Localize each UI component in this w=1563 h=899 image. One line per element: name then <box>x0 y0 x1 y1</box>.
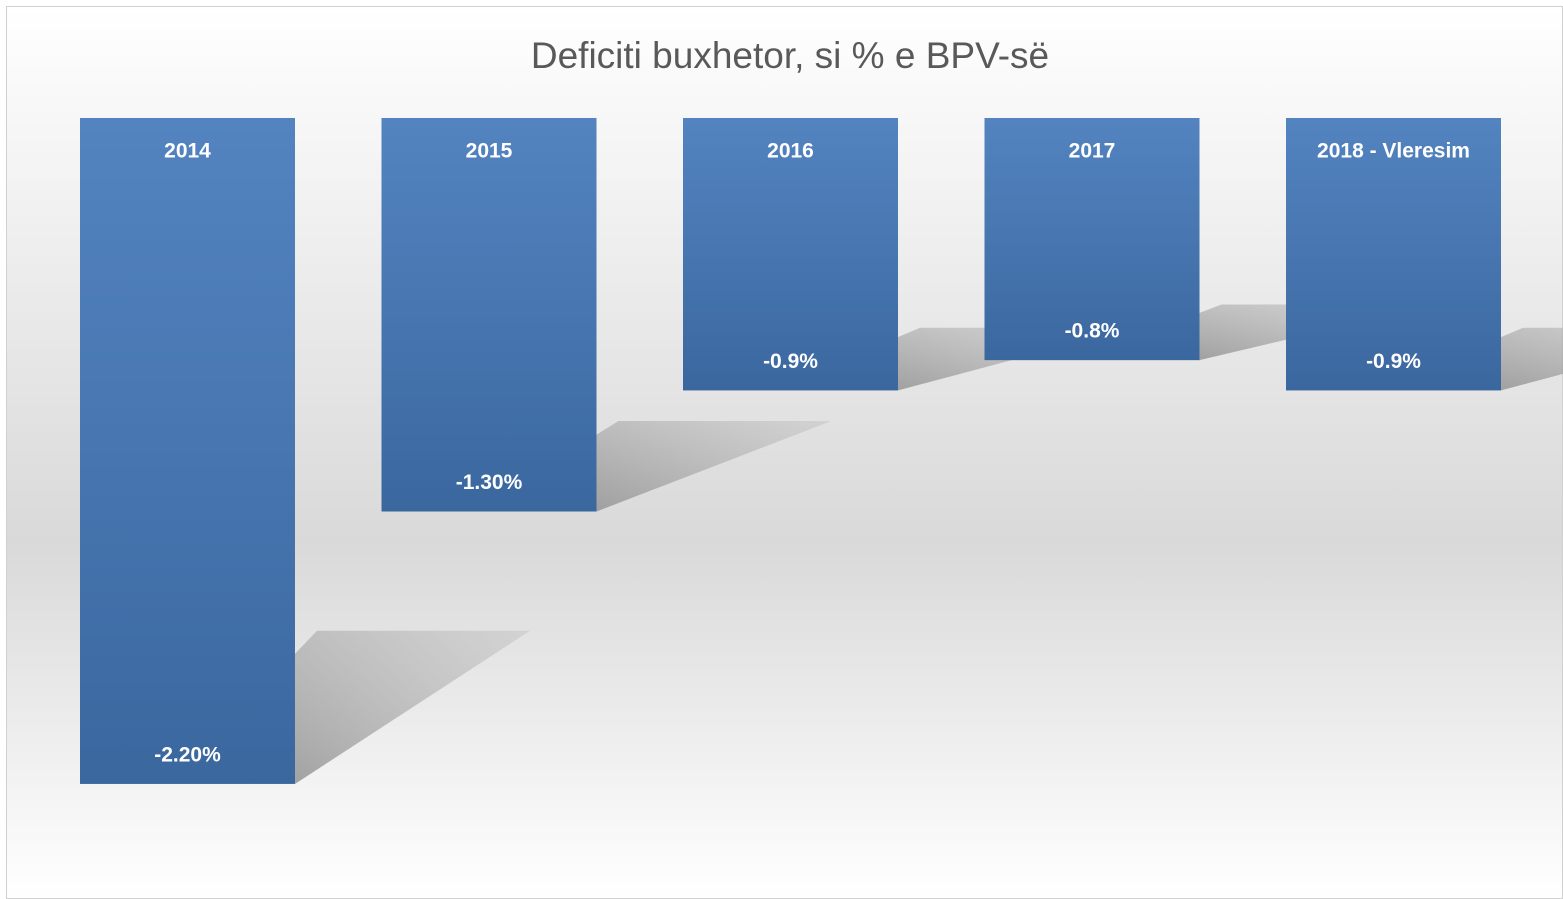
bar <box>80 118 295 784</box>
bar <box>1286 118 1501 391</box>
value-label: -1.30% <box>456 471 523 494</box>
bar <box>683 118 898 391</box>
category-label: 2016 <box>767 140 814 163</box>
value-label: -0.9% <box>763 350 818 373</box>
value-label: -2.20% <box>154 743 221 766</box>
category-label: 2014 <box>164 140 211 163</box>
bar-shadow <box>596 421 832 512</box>
category-label: 2018 - Vleresim <box>1317 140 1470 163</box>
chart-title: Deficiti buxhetor, si % e BPV-së <box>531 35 1049 76</box>
bar-shadow <box>1501 327 1563 391</box>
category-label: 2015 <box>466 140 513 163</box>
category-label: 2017 <box>1069 140 1116 163</box>
value-label: -0.9% <box>1366 350 1421 373</box>
bar-shadow <box>295 630 530 784</box>
value-label: -0.8% <box>1065 320 1120 343</box>
bar <box>984 118 1200 361</box>
bar <box>381 118 597 512</box>
